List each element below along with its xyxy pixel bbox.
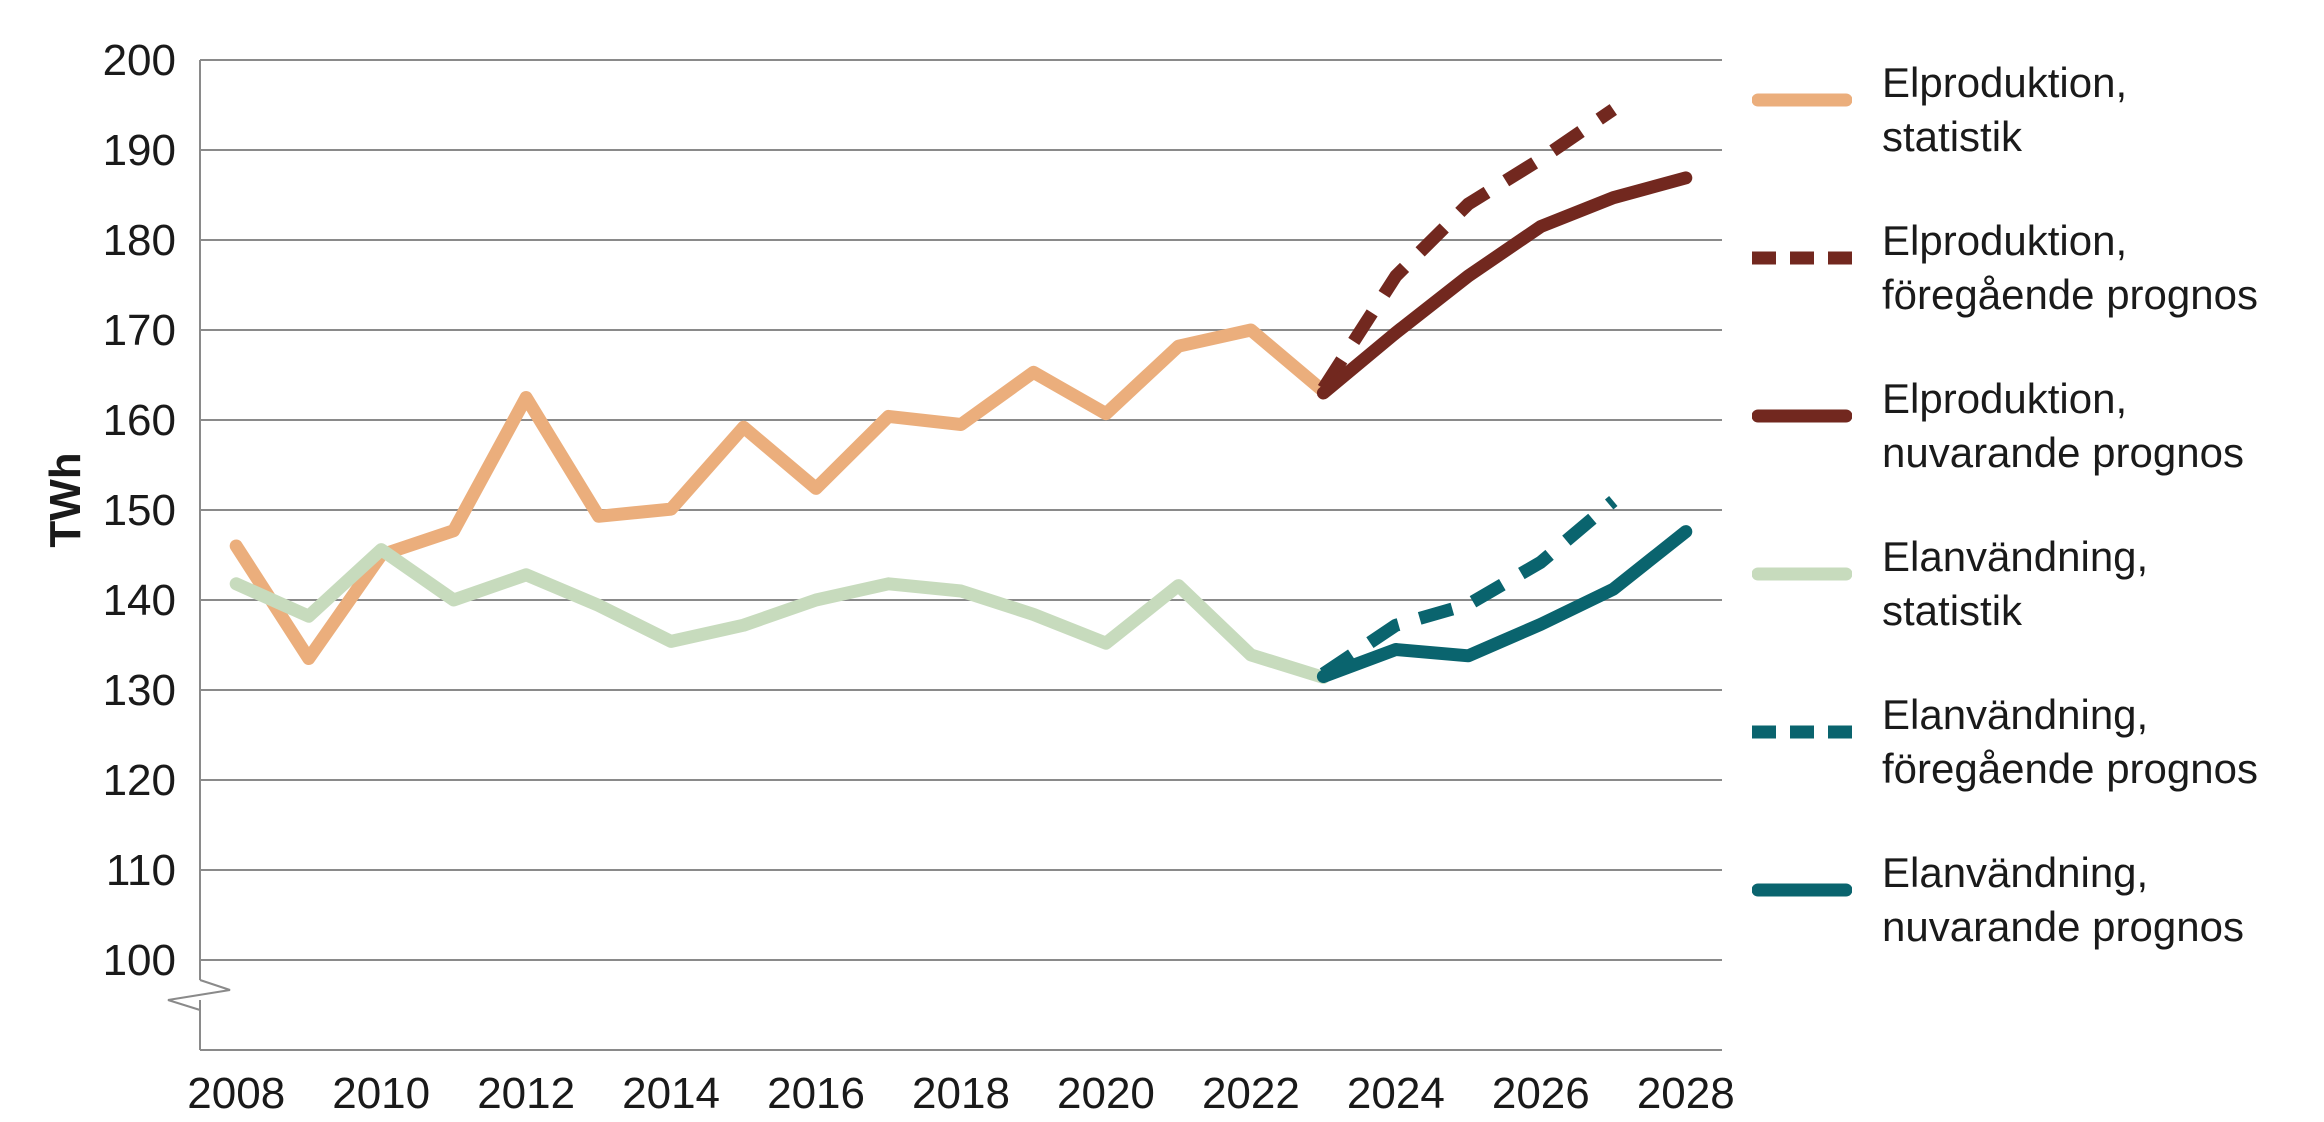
legend-label: Elproduktion, föregående prognos: [1882, 217, 2258, 318]
y-tick-label: 180: [103, 216, 176, 265]
legend-swatch: [1752, 567, 1852, 581]
series-line-4: [229, 543, 1330, 684]
legend-item: Elanvändning, nuvarande prognos: [1752, 846, 2312, 1004]
axes: [167, 60, 1722, 1051]
x-tick-label: 2010: [332, 1069, 430, 1118]
legend-label: Elanvändning, statistik: [1882, 533, 2149, 634]
series-line-1: [229, 323, 1330, 665]
legend-label: Elanvändning, föregående prognos: [1882, 691, 2258, 792]
x-tick-label: 2024: [1347, 1069, 1445, 1118]
y-tick-label: 170: [103, 306, 176, 355]
legend-label: Elproduktion, nuvarande prognos: [1882, 375, 2244, 476]
legend-label: Elproduktion, statistik: [1882, 59, 2128, 160]
series-line-6: [1316, 525, 1693, 683]
y-tick-label: 140: [103, 576, 176, 625]
x-tick-label: 2020: [1057, 1069, 1155, 1118]
legend-item: Elanvändning, statistik: [1752, 530, 2312, 688]
x-tick-label: 2026: [1492, 1069, 1590, 1118]
x-tick-label: 2012: [477, 1069, 575, 1118]
y-tick-label: 150: [103, 486, 176, 535]
legend-item: Elproduktion, föregående prognos: [1752, 214, 2312, 372]
series-line-3: [1316, 171, 1693, 400]
legend-item: Elanvändning, föregående prognos: [1752, 688, 2312, 846]
legend-swatch: [1752, 883, 1852, 897]
y-tick-label: 120: [103, 756, 176, 805]
y-axis-label: TWh: [41, 452, 90, 547]
y-tick-label: 100: [103, 936, 176, 985]
y-tick-label: 200: [103, 36, 176, 85]
y-tick-label: 190: [103, 126, 176, 175]
y-tick-label: 130: [103, 666, 176, 715]
axis-break-mark: [167, 979, 231, 1011]
y-tick-label: 110: [106, 846, 176, 895]
series-line-2: [1317, 104, 1617, 393]
legend-item: Elproduktion, statistik: [1752, 56, 2312, 214]
series-lines: [229, 104, 1693, 684]
x-tick-label: 2028: [1637, 1069, 1735, 1118]
legend-item: Elproduktion, nuvarande prognos: [1752, 372, 2312, 530]
x-tick-label: 2014: [622, 1069, 720, 1118]
x-tick-label: 2018: [912, 1069, 1010, 1118]
legend-swatch: [1752, 251, 1852, 265]
legend-swatch: [1752, 409, 1852, 423]
series-line-5: [1319, 496, 1618, 680]
x-tick-label: 2016: [767, 1069, 865, 1118]
x-tick-label: 2022: [1202, 1069, 1300, 1118]
tick-labels: 100 110 120 130 140 150 160 170 180 190 200 2008 201…: [103, 36, 1735, 1118]
legend-swatch: [1752, 725, 1852, 739]
x-tick-label: 2008: [187, 1069, 285, 1118]
gridlines: [200, 59, 1722, 961]
legend-swatch: [1752, 93, 1852, 107]
y-tick-label: 160: [103, 396, 176, 445]
chart-legend: Elproduktion, statistik Elproduktion, för…: [1752, 56, 2312, 1004]
legend-label: Elanvändning, nuvarande prognos: [1882, 849, 2244, 950]
